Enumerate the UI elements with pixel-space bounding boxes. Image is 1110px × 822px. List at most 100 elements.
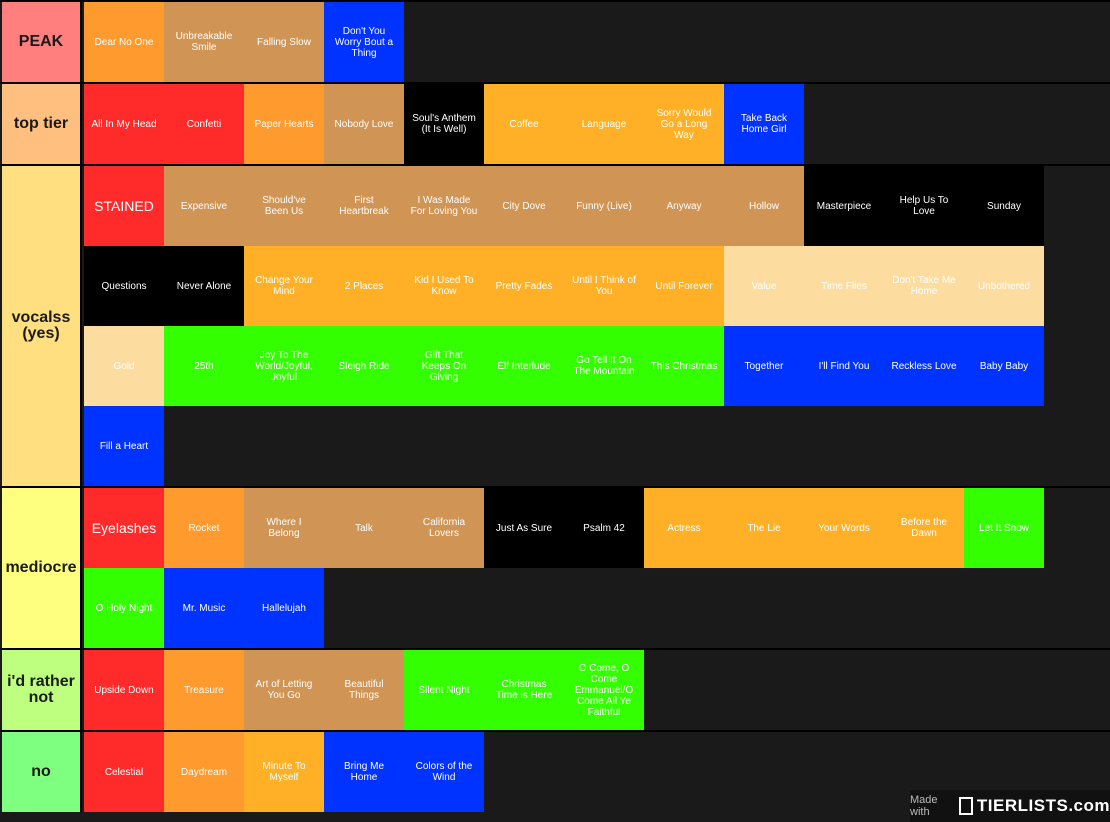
tier-items: Eyelashes Rocket Where I Belong Talk Califor… bbox=[84, 488, 1044, 648]
tier-item[interactable]: Gold bbox=[84, 326, 164, 406]
tier-item[interactable]: Minute To Myself bbox=[244, 732, 324, 812]
tier-item[interactable]: Celestial bbox=[84, 732, 164, 812]
tier-item[interactable]: Funny (Live) bbox=[564, 166, 644, 246]
tier-row: vocalss (yes) STAINED Expensive Should've B… bbox=[0, 164, 1110, 486]
tier-item[interactable]: Rocket bbox=[164, 488, 244, 568]
tier-item[interactable]: Until I Think of You bbox=[564, 246, 644, 326]
tier-item[interactable]: Masterpiece bbox=[804, 166, 884, 246]
tier-item[interactable]: Mr. Music bbox=[164, 568, 244, 648]
tier-item[interactable]: O Holy Night bbox=[84, 568, 164, 648]
tierlists-logo-icon bbox=[958, 797, 973, 815]
tier-item[interactable]: Unbothered bbox=[964, 246, 1044, 326]
tier-item[interactable]: Paper Hearts bbox=[244, 84, 324, 164]
tier-item[interactable]: Gift That Keeps On Giving bbox=[404, 326, 484, 406]
tier-item[interactable]: Time Flies bbox=[804, 246, 884, 326]
tier-label[interactable]: mediocre bbox=[2, 488, 82, 648]
brand-text: TIERLISTS.com bbox=[976, 796, 1110, 815]
tier-item[interactable]: Reckless Love bbox=[884, 326, 964, 406]
tier-item[interactable]: Upside Down bbox=[84, 650, 164, 730]
tier-item[interactable]: All In My Head bbox=[84, 84, 164, 164]
tier-item[interactable]: Treasure bbox=[164, 650, 244, 730]
tier-item[interactable]: City Dove bbox=[484, 166, 564, 246]
tier-item[interactable]: The Lie bbox=[724, 488, 804, 568]
tier-items: Celestial Daydream Minute To Myself Bring M… bbox=[84, 732, 1044, 812]
tier-item[interactable]: I'll Find You bbox=[804, 326, 884, 406]
tier-item[interactable]: Dear No One bbox=[84, 2, 164, 82]
tier-item[interactable]: Take Back Home Girl bbox=[724, 84, 804, 164]
watermark-footer: Made with TIERLISTS.com bbox=[910, 790, 1110, 822]
tier-item[interactable]: Kid I Used To Know bbox=[404, 246, 484, 326]
tier-item[interactable]: Fill a Heart bbox=[84, 406, 164, 486]
tier-item[interactable]: Bring Me Home bbox=[324, 732, 404, 812]
tier-item[interactable]: California Lovers bbox=[404, 488, 484, 568]
tier-item[interactable]: Unbreakable Smile bbox=[164, 2, 244, 82]
tier-item[interactable]: Talk bbox=[324, 488, 404, 568]
tier-item[interactable]: Change Your Mind bbox=[244, 246, 324, 326]
tier-item[interactable]: Actress bbox=[644, 488, 724, 568]
tier-item[interactable]: Language bbox=[564, 84, 644, 164]
tier-row: PEAK Dear No One Unbreakable Smile Falling … bbox=[0, 0, 1110, 82]
tier-item[interactable]: Let It Snow bbox=[964, 488, 1044, 568]
tier-row: no Celestial Daydream Minute To Myself Bring… bbox=[0, 730, 1110, 812]
tier-item[interactable]: Sunday bbox=[964, 166, 1044, 246]
tier-item[interactable]: Value bbox=[724, 246, 804, 326]
tier-item[interactable]: O Come, O Come Emmanuel/O Come All Ye Fa… bbox=[564, 650, 644, 730]
tier-item[interactable]: Don't Take Me Home bbox=[884, 246, 964, 326]
made-with-text: Made with bbox=[910, 794, 938, 818]
tier-item[interactable]: Eyelashes bbox=[84, 488, 164, 568]
tier-item[interactable]: Go Tell It On The Mountain bbox=[564, 326, 644, 406]
tier-item[interactable]: Before the Dawn bbox=[884, 488, 964, 568]
tier-item[interactable]: Soul's Anthem (It Is Well) bbox=[404, 84, 484, 164]
tier-item[interactable]: Nobody Love bbox=[324, 84, 404, 164]
tier-item[interactable]: Help Us To Love bbox=[884, 166, 964, 246]
tier-label[interactable]: PEAK bbox=[2, 2, 82, 82]
tier-label[interactable]: i'd rather not bbox=[2, 650, 82, 730]
tier-item[interactable]: Just As Sure bbox=[484, 488, 564, 568]
tier-items: All In My Head Confetti Paper Hearts Nobody… bbox=[84, 84, 1044, 164]
tier-label[interactable]: vocalss (yes) bbox=[2, 166, 82, 486]
tier-item[interactable]: Should've Been Us bbox=[244, 166, 324, 246]
tier-item[interactable]: 2 Places bbox=[324, 246, 404, 326]
tier-item[interactable]: First Heartbreak bbox=[324, 166, 404, 246]
tier-item[interactable]: Daydream bbox=[164, 732, 244, 812]
tier-label[interactable]: top tier bbox=[2, 84, 82, 164]
tier-item[interactable]: STAINED bbox=[84, 166, 164, 246]
tier-item[interactable]: Pretty Fades bbox=[484, 246, 564, 326]
tier-item[interactable]: I Was Made For Loving You bbox=[404, 166, 484, 246]
tier-items: STAINED Expensive Should've Been Us First H… bbox=[84, 166, 1044, 486]
tier-item[interactable]: Coffee bbox=[484, 84, 564, 164]
tier-item[interactable]: Sorry Would Go a Long Way bbox=[644, 84, 724, 164]
tier-row: mediocre Eyelashes Rocket Where I Belong Tal… bbox=[0, 486, 1110, 648]
tier-item[interactable]: Christmas Time is Here bbox=[484, 650, 564, 730]
tier-item[interactable]: 25th bbox=[164, 326, 244, 406]
tier-item[interactable]: Where I Belong bbox=[244, 488, 324, 568]
tier-item[interactable]: Psalm 42 bbox=[564, 488, 644, 568]
tier-item[interactable]: Expensive bbox=[164, 166, 244, 246]
tier-item[interactable]: Hallelujah bbox=[244, 568, 324, 648]
tier-row: i'd rather not Upside Down Treasure Art of … bbox=[0, 648, 1110, 730]
tier-item[interactable]: Questions bbox=[84, 246, 164, 326]
tier-item[interactable]: Until Forever bbox=[644, 246, 724, 326]
tier-item[interactable]: Elf Interlude bbox=[484, 326, 564, 406]
tier-item[interactable]: Never Alone bbox=[164, 246, 244, 326]
tier-items: Dear No One Unbreakable Smile Falling Slow… bbox=[84, 2, 1044, 82]
tier-item[interactable]: Together bbox=[724, 326, 804, 406]
tier-item[interactable]: Your Words bbox=[804, 488, 884, 568]
brand-logo: TIERLISTS.com bbox=[958, 796, 1110, 816]
tier-item[interactable]: Confetti bbox=[164, 84, 244, 164]
tier-item[interactable]: Falling Slow bbox=[244, 2, 324, 82]
tier-item[interactable]: Joy To The World/Joyful, Joyful bbox=[244, 326, 324, 406]
tier-row: top tier All In My Head Confetti Paper Hear… bbox=[0, 82, 1110, 164]
tier-item[interactable]: Sleigh Ride bbox=[324, 326, 404, 406]
tier-item[interactable]: Anyway bbox=[644, 166, 724, 246]
tier-item[interactable]: Art of Letting You Go bbox=[244, 650, 324, 730]
tier-item[interactable]: Don't You Worry Bout a Thing bbox=[324, 2, 404, 82]
tier-label[interactable]: no bbox=[2, 732, 82, 812]
tier-item[interactable]: Silent Night bbox=[404, 650, 484, 730]
tier-item[interactable]: Baby Baby bbox=[964, 326, 1044, 406]
tier-item[interactable]: This Christmas bbox=[644, 326, 724, 406]
tier-item[interactable]: Colors of the Wind bbox=[404, 732, 484, 812]
tier-item[interactable]: Hollow bbox=[724, 166, 804, 246]
tier-item[interactable]: Beautiful Things bbox=[324, 650, 404, 730]
